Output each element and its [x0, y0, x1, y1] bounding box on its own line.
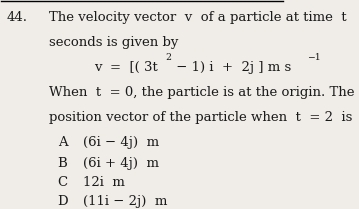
Text: seconds is given by: seconds is given by	[49, 36, 179, 49]
Text: 44.: 44.	[7, 11, 28, 24]
Text: 12i  m: 12i m	[83, 176, 125, 189]
Text: When  t  = 0, the particle is at the origin. The: When t = 0, the particle is at the origi…	[49, 86, 355, 99]
Text: A: A	[58, 135, 67, 149]
Text: (11i − 2j)  m: (11i − 2j) m	[83, 195, 167, 208]
Text: − 1) i  +  2j ] m s: − 1) i + 2j ] m s	[172, 61, 291, 74]
Text: (6i + 4j)  m: (6i + 4j) m	[83, 157, 159, 169]
Text: The velocity vector  v  of a particle at time  t: The velocity vector v of a particle at t…	[49, 11, 347, 24]
Text: 2: 2	[165, 53, 171, 62]
Text: −1: −1	[307, 53, 321, 62]
Text: B: B	[58, 157, 67, 169]
Text: (6i − 4j)  m: (6i − 4j) m	[83, 135, 159, 149]
Text: position vector of the particle when  t  = 2  is: position vector of the particle when t =…	[49, 111, 353, 124]
Text: D: D	[58, 195, 68, 208]
Text: v  =  [( 3t: v = [( 3t	[94, 61, 158, 74]
Text: C: C	[58, 176, 68, 189]
